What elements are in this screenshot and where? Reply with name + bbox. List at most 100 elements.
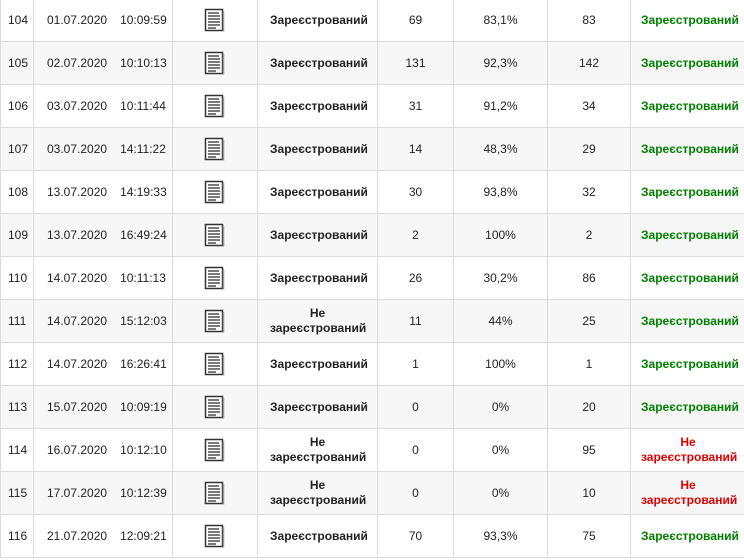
status: Зареєстрований (257, 213, 378, 257)
percent: 93,8% (453, 170, 548, 214)
document-icon[interactable] (204, 180, 226, 204)
row-id: 110 (0, 256, 34, 300)
count: 69 (377, 0, 454, 42)
status: Не зареєстрований (257, 299, 378, 343)
date-time: 03.07.2020 10:11:44 (33, 84, 173, 128)
document-icon[interactable] (204, 8, 226, 32)
date-time: 14.07.2020 15:12:03 (33, 299, 173, 343)
percent: 91,2% (453, 84, 548, 128)
total: 10 (547, 471, 631, 515)
date: 14.07.2020 (47, 357, 108, 371)
total: 25 (547, 299, 631, 343)
document-icon[interactable] (204, 223, 226, 247)
percent: 83,1% (453, 0, 548, 42)
row-id: 109 (0, 213, 34, 257)
document-cell (172, 385, 258, 429)
document-icon[interactable] (204, 137, 226, 161)
document-cell (172, 170, 258, 214)
result: Зареєстрований (630, 342, 744, 386)
result: Зареєстрований (630, 170, 744, 214)
date-time: 13.07.2020 16:49:24 (33, 213, 173, 257)
count: 31 (377, 84, 454, 128)
row-id: 115 (0, 471, 34, 515)
total: 32 (547, 170, 631, 214)
table-row: 106 03.07.2020 10:11:44 Зареєстрований 31 91,… (0, 84, 744, 128)
row-id: 107 (0, 127, 34, 171)
table-row: 115 17.07.2020 10:12:39 Не зареєстрований 0 0… (0, 471, 744, 515)
time: 10:09:59 (120, 13, 167, 27)
percent: 0% (453, 385, 548, 429)
result: Зареєстрований (630, 514, 744, 558)
document-icon[interactable] (204, 94, 226, 118)
count: 0 (377, 471, 454, 515)
table-row: 107 03.07.2020 14:11:22 Зареєстрований 14 48,… (0, 127, 744, 171)
percent: 0% (453, 471, 548, 515)
result: Зареєстрований (630, 299, 744, 343)
document-icon[interactable] (204, 524, 226, 548)
date: 03.07.2020 (47, 99, 108, 113)
date: 17.07.2020 (47, 486, 108, 500)
document-icon[interactable] (204, 438, 226, 462)
percent: 100% (453, 342, 548, 386)
document-cell (172, 256, 258, 300)
result: Зареєстрований (630, 385, 744, 429)
status: Зареєстрований (257, 0, 378, 42)
table-row: 109 13.07.2020 16:49:24 Зареєстрований 2 100%… (0, 213, 744, 257)
status: Зареєстрований (257, 256, 378, 300)
row-id: 105 (0, 41, 34, 85)
count: 14 (377, 127, 454, 171)
document-icon[interactable] (204, 481, 226, 505)
document-icon[interactable] (204, 266, 226, 290)
date-time: 16.07.2020 10:12:10 (33, 428, 173, 472)
result: Зареєстрований (630, 84, 744, 128)
total: 83 (547, 0, 631, 42)
document-cell (172, 342, 258, 386)
date-time: 03.07.2020 14:11:22 (33, 127, 173, 171)
document-cell (172, 471, 258, 515)
document-icon[interactable] (204, 51, 226, 75)
row-id: 108 (0, 170, 34, 214)
time: 10:10:13 (120, 56, 167, 70)
result: Не зареєстрований (630, 471, 744, 515)
percent: 44% (453, 299, 548, 343)
date: 13.07.2020 (47, 228, 108, 242)
table-row: 116 21.07.2020 12:09:21 Зареєстрований 70 93,… (0, 514, 744, 558)
percent: 92,3% (453, 41, 548, 85)
total: 29 (547, 127, 631, 171)
row-id: 113 (0, 385, 34, 429)
date-time: 01.07.2020 10:09:59 (33, 0, 173, 42)
status: Зареєстрований (257, 170, 378, 214)
document-cell (172, 127, 258, 171)
status: Не зареєстрований (257, 428, 378, 472)
table-row: 110 14.07.2020 10:11:13 Зареєстрований 26 30,… (0, 256, 744, 300)
status: Зареєстрований (257, 514, 378, 558)
date: 13.07.2020 (47, 185, 108, 199)
count: 70 (377, 514, 454, 558)
document-icon[interactable] (204, 395, 226, 419)
table-row: 105 02.07.2020 10:10:13 Зареєстрований 131 92… (0, 41, 744, 85)
document-cell (172, 299, 258, 343)
date-time: 02.07.2020 10:10:13 (33, 41, 173, 85)
time: 16:49:24 (120, 228, 167, 242)
table-row: 114 16.07.2020 10:12:10 Не зареєстрований 0 0… (0, 428, 744, 472)
total: 2 (547, 213, 631, 257)
document-icon[interactable] (204, 309, 226, 333)
document-icon[interactable] (204, 352, 226, 376)
time: 10:09:19 (120, 400, 167, 414)
result: Зареєстрований (630, 256, 744, 300)
time: 14:11:22 (120, 142, 166, 156)
percent: 48,3% (453, 127, 548, 171)
count: 26 (377, 256, 454, 300)
date-time: 13.07.2020 14:19:33 (33, 170, 173, 214)
time: 10:12:39 (120, 486, 167, 500)
row-id: 111 (0, 299, 34, 343)
percent: 0% (453, 428, 548, 472)
table-row: 104 01.07.2020 10:09:59 Зареєстрований 69 83,… (0, 0, 744, 42)
status: Не зареєстрований (257, 471, 378, 515)
date: 03.07.2020 (47, 142, 108, 156)
result: Зареєстрований (630, 127, 744, 171)
